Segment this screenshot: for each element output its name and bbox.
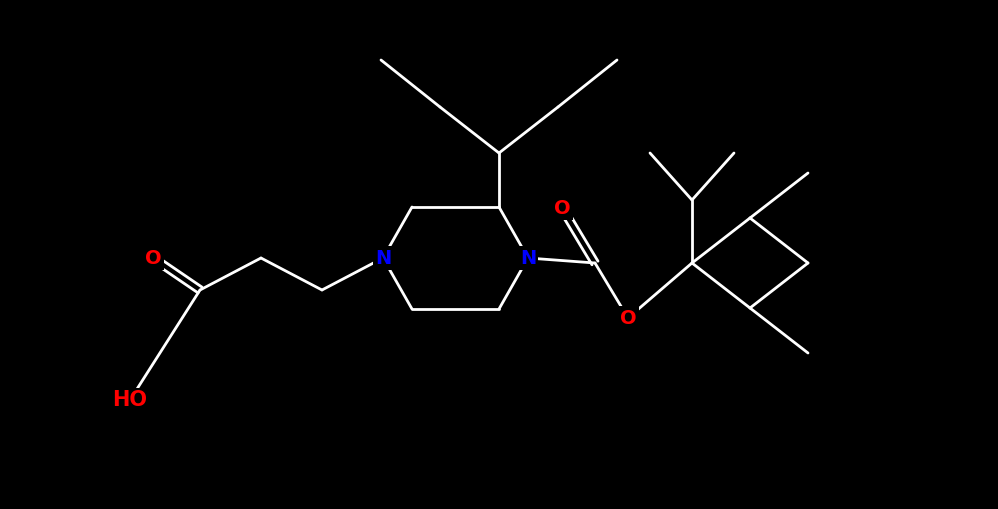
Text: N: N [520,248,536,268]
Text: O: O [145,248,162,268]
Text: N: N [375,248,391,268]
Text: O: O [620,308,637,327]
Text: O: O [554,199,570,217]
Text: HO: HO [113,390,148,410]
